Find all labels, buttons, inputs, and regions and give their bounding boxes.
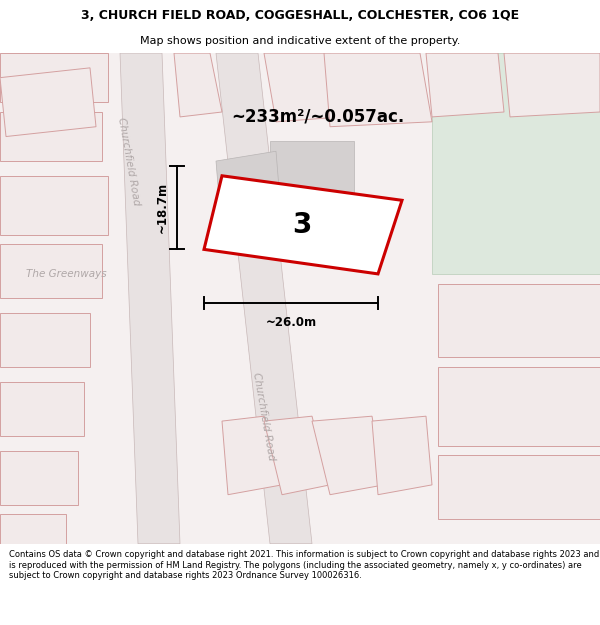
Polygon shape [312, 416, 384, 495]
Polygon shape [0, 244, 102, 298]
Polygon shape [324, 53, 432, 127]
Polygon shape [204, 176, 402, 274]
Polygon shape [438, 367, 600, 446]
Polygon shape [264, 53, 342, 122]
Text: Contains OS data © Crown copyright and database right 2021. This information is : Contains OS data © Crown copyright and d… [9, 550, 599, 580]
Polygon shape [0, 451, 78, 504]
Polygon shape [0, 313, 90, 367]
Polygon shape [372, 416, 432, 495]
Polygon shape [222, 416, 282, 495]
Polygon shape [270, 141, 354, 225]
Text: 3, CHURCH FIELD ROAD, COGGESHALL, COLCHESTER, CO6 1QE: 3, CHURCH FIELD ROAD, COGGESHALL, COLCHE… [81, 9, 519, 22]
Polygon shape [426, 53, 504, 117]
Text: ~26.0m: ~26.0m [265, 316, 317, 329]
Polygon shape [216, 53, 312, 544]
Polygon shape [0, 68, 96, 136]
Polygon shape [0, 176, 108, 234]
Polygon shape [438, 456, 600, 519]
Polygon shape [438, 284, 600, 357]
Polygon shape [504, 53, 600, 117]
Text: Churchfield Road: Churchfield Road [251, 371, 277, 461]
Polygon shape [174, 53, 222, 117]
Polygon shape [0, 382, 84, 436]
Polygon shape [0, 514, 66, 544]
Text: ~233m²/~0.057ac.: ~233m²/~0.057ac. [232, 108, 404, 126]
Polygon shape [264, 416, 330, 495]
Text: The Greenways: The Greenways [26, 269, 106, 279]
Text: Map shows position and indicative extent of the property.: Map shows position and indicative extent… [140, 36, 460, 46]
Polygon shape [0, 112, 102, 161]
Text: ~18.7m: ~18.7m [155, 182, 169, 233]
Polygon shape [432, 53, 600, 274]
Text: 3: 3 [292, 211, 311, 239]
Polygon shape [120, 53, 180, 544]
Polygon shape [0, 53, 108, 102]
Polygon shape [216, 151, 282, 234]
Text: Churchfield Road: Churchfield Road [116, 116, 142, 206]
